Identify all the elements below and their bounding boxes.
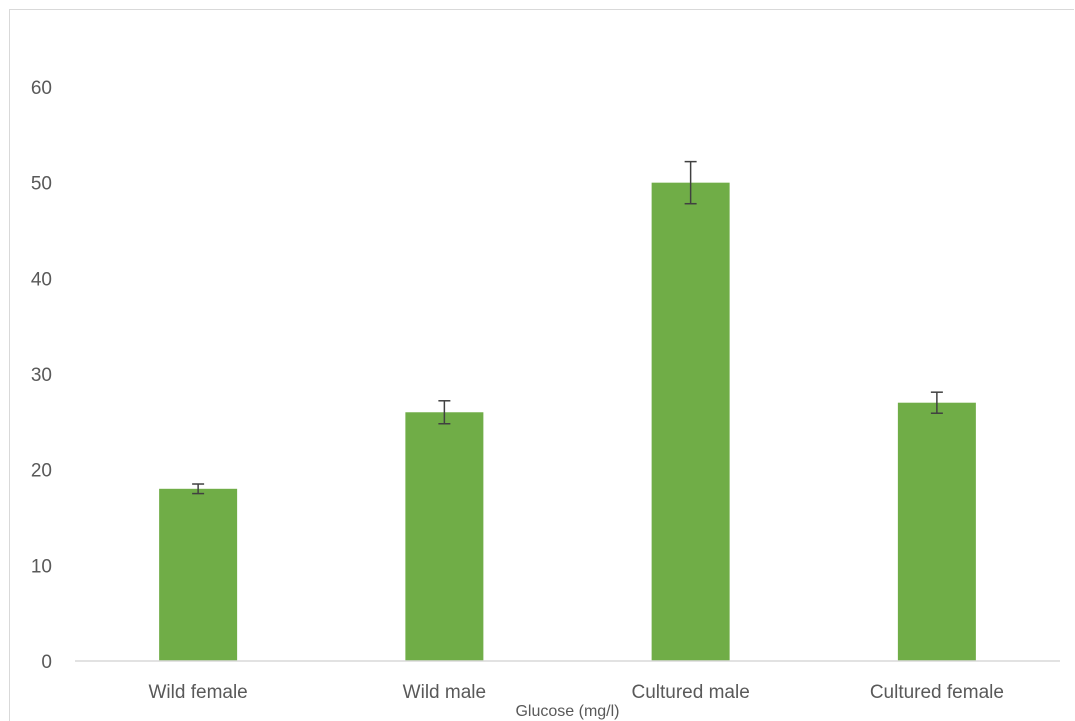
chart-frame [9, 9, 1074, 721]
bar [897, 402, 976, 661]
x-tick-label: Wild female [149, 682, 248, 703]
x-axis-ticks: Wild female Wild male Cultured male Culture… [149, 682, 1004, 703]
x-axis-label: Glucose (mg/l) [515, 703, 619, 720]
bar [651, 182, 730, 661]
bars [159, 182, 976, 661]
bar [405, 412, 484, 661]
y-tick-label: 30 [31, 365, 52, 386]
x-tick-label: Cultured male [631, 682, 749, 703]
y-tick-label: 0 [41, 652, 52, 673]
error-bar [684, 160, 697, 205]
error-bar [930, 391, 943, 414]
y-tick-label: 60 [31, 78, 52, 99]
bar [159, 488, 238, 661]
y-axis-ticks: 0 10 20 30 40 50 60 [31, 78, 52, 673]
y-tick-label: 40 [31, 269, 52, 290]
x-tick-label: Cultured female [870, 682, 1004, 703]
error-bar [438, 400, 451, 425]
error-bar [192, 483, 205, 495]
x-tick-label: Wild male [403, 682, 486, 703]
y-tick-label: 50 [31, 174, 52, 195]
error-bars [192, 160, 943, 495]
y-tick-label: 10 [31, 556, 52, 577]
y-tick-label: 20 [31, 461, 52, 482]
